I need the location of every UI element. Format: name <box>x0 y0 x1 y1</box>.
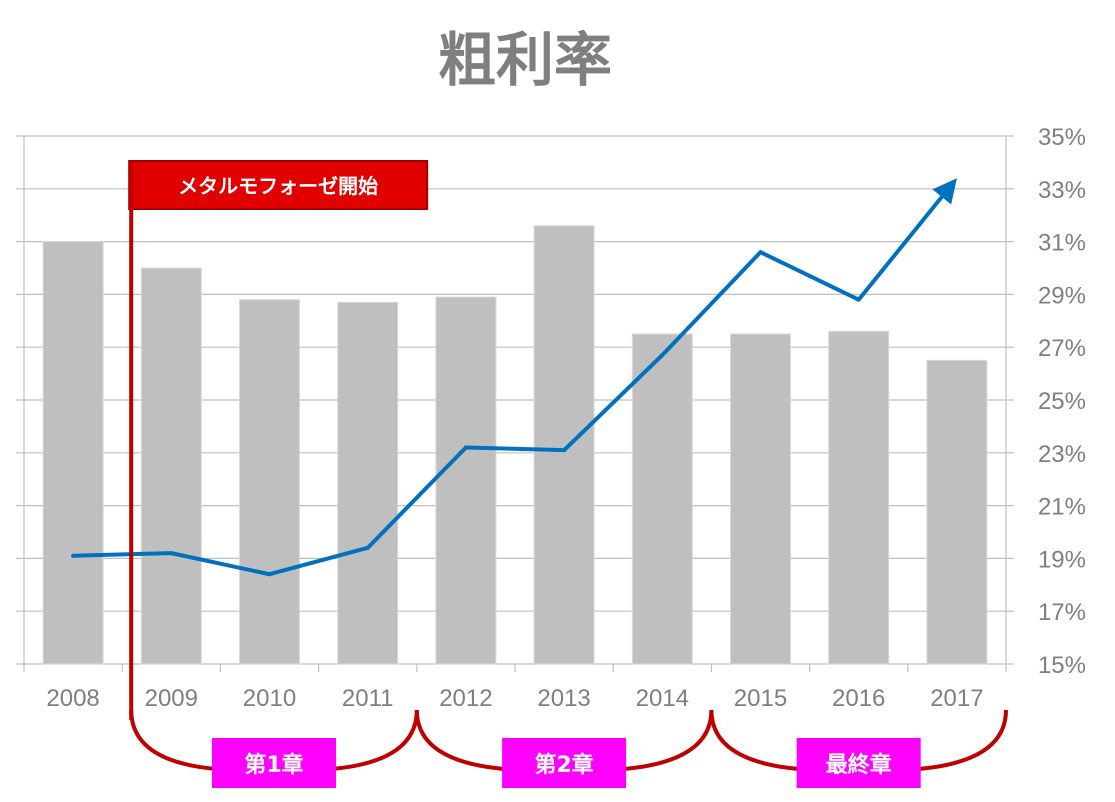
line-point <box>267 572 272 577</box>
start-marker-box <box>128 160 429 210</box>
y-tick-label: 33% <box>1038 177 1086 204</box>
line-series <box>71 178 957 577</box>
y-tick-label: 17% <box>1038 599 1086 626</box>
x-tick-label: 2013 <box>537 685 590 712</box>
line-point <box>71 553 76 558</box>
bar <box>140 267 202 665</box>
x-tick-label: 2008 <box>46 685 99 712</box>
y-tick-label: 29% <box>1038 282 1086 309</box>
bar <box>42 241 104 665</box>
y-axis-ticks: 15% 17% 19% 21% 23% 25% 27% 29% 31% 33% 35% <box>1038 124 1086 679</box>
chapter-label: 第2章 <box>534 752 593 778</box>
line-point <box>365 545 370 550</box>
bar <box>533 225 595 665</box>
y-tick-label: 35% <box>1038 124 1086 151</box>
line-point <box>758 250 763 255</box>
bar <box>828 330 890 665</box>
line-point <box>169 551 174 556</box>
chapter-label-box <box>212 738 336 788</box>
chapter-label-box <box>502 738 627 788</box>
y-tick-label: 21% <box>1038 494 1086 521</box>
start-marker-label: メタルモフォーゼ開始 <box>178 174 378 198</box>
y-tick-label: 31% <box>1038 230 1086 257</box>
chapter-label: 最終章 <box>826 752 892 778</box>
line-point <box>562 448 567 453</box>
bar <box>337 301 399 665</box>
line-point <box>856 297 861 302</box>
y-tick-label: 25% <box>1038 388 1086 415</box>
bars <box>42 225 988 665</box>
x-tick-label: 2017 <box>930 685 983 712</box>
x-axis-ticks: 2008 2009 2010 2011 2012 2013 2014 2015 2016 2017 <box>46 685 983 712</box>
bar <box>435 296 497 665</box>
y-tick-label: 15% <box>1038 652 1086 679</box>
y-tick-label: 19% <box>1038 546 1086 573</box>
x-tick-label: 2016 <box>832 685 885 712</box>
x-tick-label: 2009 <box>145 685 198 712</box>
x-tick-label: 2012 <box>439 685 492 712</box>
line-point <box>660 353 665 358</box>
line-series-path <box>73 195 944 577</box>
y-tick-label: 27% <box>1038 335 1086 362</box>
bar <box>239 299 300 665</box>
y-tick-label: 23% <box>1038 441 1086 468</box>
bar <box>926 359 988 665</box>
line-point <box>463 445 468 450</box>
bar <box>730 333 791 665</box>
x-tick-label: 2011 <box>342 685 394 712</box>
chapter-label: 第1章 <box>244 752 303 778</box>
x-tick-label: 2010 <box>243 685 296 712</box>
bar <box>631 333 693 665</box>
arrowhead-icon <box>932 178 957 205</box>
x-tick-label: 2015 <box>734 685 787 712</box>
chart-title: 粗利率 <box>438 26 612 94</box>
x-tick-label: 2014 <box>636 685 689 712</box>
chapter-label-box <box>796 738 921 788</box>
